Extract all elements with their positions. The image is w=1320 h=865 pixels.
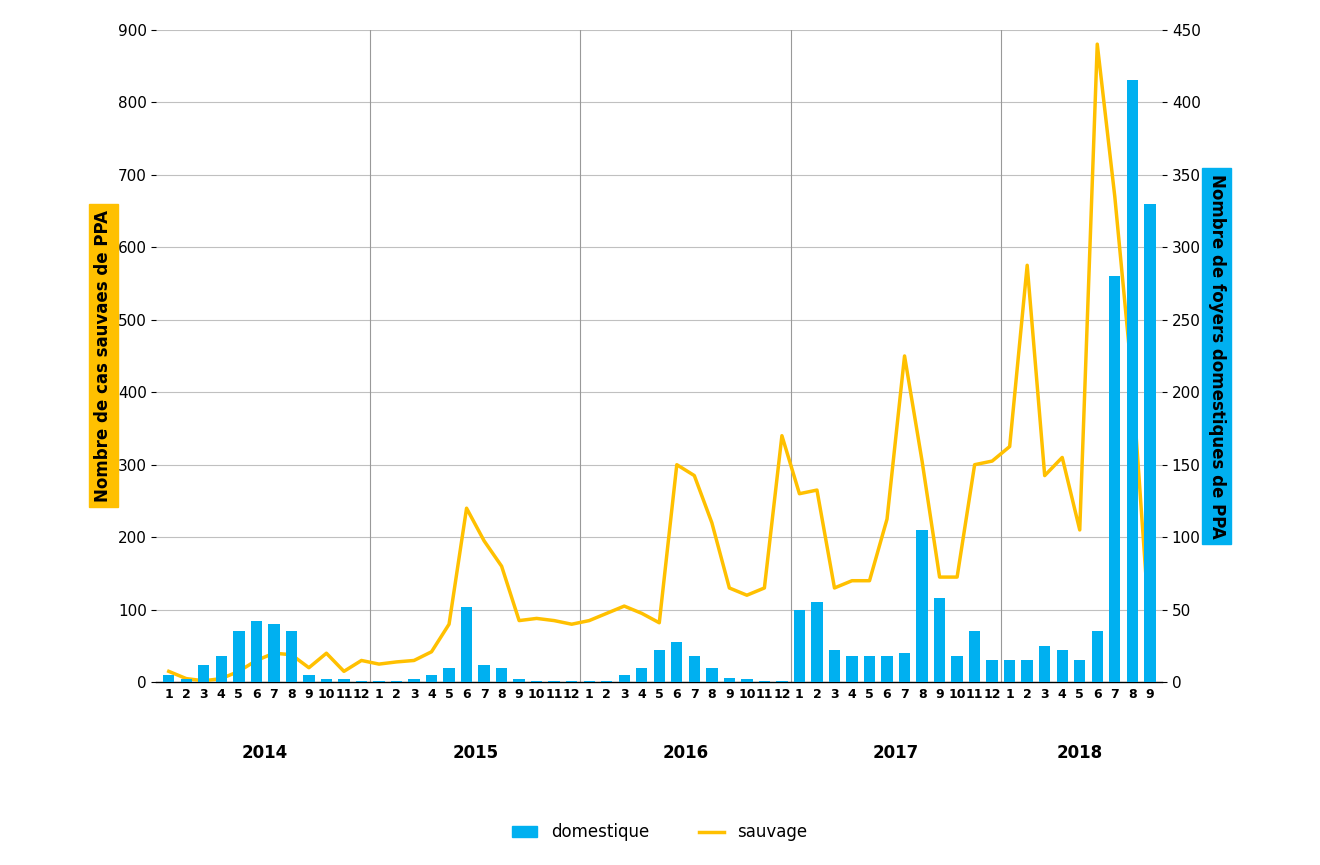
Bar xyxy=(164,675,174,682)
sauvage xyxy=(195,676,211,686)
Bar xyxy=(601,681,612,682)
Bar xyxy=(1092,631,1104,682)
Text: 2015: 2015 xyxy=(453,744,499,762)
Bar xyxy=(741,679,752,682)
Bar xyxy=(268,625,280,682)
Legend: domestique, sauvage: domestique, sauvage xyxy=(506,817,814,848)
Bar xyxy=(899,653,911,682)
Bar xyxy=(969,631,981,682)
Text: 2014: 2014 xyxy=(242,744,288,762)
Bar xyxy=(812,602,822,682)
Bar xyxy=(251,621,263,682)
Bar xyxy=(374,681,384,682)
Bar xyxy=(1005,661,1015,682)
Bar xyxy=(356,681,367,682)
Bar xyxy=(1144,203,1155,682)
Y-axis label: Nombre de cas sauvaes de PPA: Nombre de cas sauvaes de PPA xyxy=(94,210,112,502)
Bar xyxy=(793,610,805,682)
Bar xyxy=(1126,80,1138,682)
Bar xyxy=(583,681,595,682)
sauvage xyxy=(441,619,457,630)
Bar xyxy=(619,675,630,682)
Bar xyxy=(1074,661,1085,682)
sauvage xyxy=(1142,626,1158,637)
Bar xyxy=(1109,276,1121,682)
sauvage xyxy=(862,575,878,586)
Bar xyxy=(338,679,350,682)
Bar xyxy=(444,668,455,682)
Bar xyxy=(863,657,875,682)
Bar xyxy=(391,681,403,682)
Bar xyxy=(1039,646,1051,682)
Bar xyxy=(513,679,525,682)
sauvage xyxy=(599,608,615,618)
sauvage xyxy=(843,575,859,586)
Bar xyxy=(776,681,788,682)
Bar xyxy=(549,681,560,682)
Bar xyxy=(759,681,770,682)
Text: 2018: 2018 xyxy=(1057,744,1102,762)
Y-axis label: Nombre de foyers domestiques de PPA: Nombre de foyers domestiques de PPA xyxy=(1208,174,1226,538)
Bar xyxy=(408,679,420,682)
Bar xyxy=(461,607,473,682)
Bar xyxy=(933,598,945,682)
Bar xyxy=(1022,661,1032,682)
Bar xyxy=(234,631,244,682)
Bar xyxy=(478,665,490,682)
Bar xyxy=(706,668,718,682)
sauvage xyxy=(1089,39,1105,49)
Bar xyxy=(723,678,735,682)
Bar xyxy=(829,650,840,682)
Bar xyxy=(181,679,191,682)
Bar xyxy=(321,679,333,682)
Bar xyxy=(531,681,543,682)
sauvage xyxy=(214,674,230,684)
Bar xyxy=(1056,650,1068,682)
Bar xyxy=(952,657,962,682)
sauvage xyxy=(161,666,177,676)
Bar xyxy=(285,631,297,682)
Bar xyxy=(566,681,577,682)
Bar xyxy=(426,675,437,682)
Bar xyxy=(653,650,665,682)
Text: 2016: 2016 xyxy=(663,744,709,762)
Bar xyxy=(198,665,210,682)
Bar xyxy=(846,657,858,682)
Bar xyxy=(986,661,998,682)
Bar xyxy=(496,668,507,682)
sauvage xyxy=(231,666,247,676)
Text: 2017: 2017 xyxy=(873,744,919,762)
Bar xyxy=(304,675,314,682)
Bar xyxy=(671,642,682,682)
Bar xyxy=(882,657,892,682)
Bar xyxy=(916,530,928,682)
Bar xyxy=(689,657,700,682)
Bar xyxy=(636,668,647,682)
Bar xyxy=(215,657,227,682)
Line: sauvage: sauvage xyxy=(169,44,1150,681)
